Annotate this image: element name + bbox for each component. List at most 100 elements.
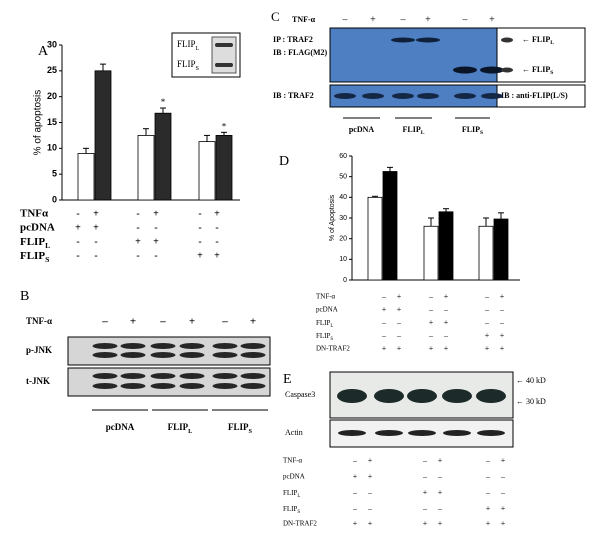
condition-label: TNF-α	[316, 293, 336, 301]
band	[480, 66, 504, 74]
condition-label-text: FLIP	[20, 236, 45, 248]
condition-sign: -	[215, 236, 218, 247]
band	[416, 37, 440, 43]
condition-label: FLIPL	[20, 236, 50, 251]
y-tick-label: 20	[47, 91, 57, 101]
inset-band	[215, 43, 233, 47]
condition-sign: -	[94, 236, 97, 247]
band	[240, 352, 266, 358]
condition-sign: +	[438, 456, 443, 465]
y-tick-label: 25	[47, 65, 57, 75]
condition-label: TNFα	[20, 208, 49, 220]
condition-label-sub: L	[45, 241, 50, 250]
band	[442, 389, 472, 403]
band	[374, 389, 404, 403]
y-tick-label: 60	[339, 153, 347, 160]
band	[179, 373, 205, 379]
condition-sign: +	[153, 208, 159, 219]
band	[150, 383, 176, 389]
condition-sign: –	[437, 504, 443, 513]
treatment-sign: +	[489, 14, 495, 25]
y-tick-label: 10	[47, 143, 57, 153]
condition-sign: –	[352, 456, 358, 465]
band	[338, 430, 366, 436]
condition-label-text: FLIP	[316, 319, 331, 327]
band	[150, 343, 176, 349]
condition-label: FLIPL	[283, 489, 300, 499]
blot-row-label: Caspase3	[285, 390, 315, 399]
group-label-sub: S	[249, 428, 253, 435]
condition-sign: +	[368, 519, 373, 528]
band	[92, 383, 118, 389]
condition-sign: –	[443, 305, 449, 314]
band	[454, 93, 476, 99]
y-tick-label: 50	[339, 174, 347, 181]
band	[501, 37, 513, 43]
treatment-sign: +	[189, 316, 195, 328]
bar	[478, 225, 494, 281]
bar	[382, 171, 398, 281]
condition-sign: –	[381, 331, 387, 340]
condition-sign: +	[368, 472, 373, 481]
bar	[77, 153, 95, 201]
condition-sign: +	[438, 519, 443, 528]
y-tick-label: 30	[339, 215, 347, 222]
condition-sign: +	[93, 208, 99, 219]
group-label-sub: S	[480, 130, 483, 136]
group-label: FLIPS	[228, 422, 253, 435]
panel-letter: A	[38, 44, 49, 59]
treatment-sign: –	[342, 14, 349, 25]
condition-sign: +	[93, 222, 99, 233]
y-tick-label: 0	[343, 277, 347, 284]
panel-letter: E	[283, 372, 292, 387]
condition-label: pcDNA	[316, 306, 338, 314]
condition-sign: –	[381, 318, 387, 327]
band	[120, 352, 146, 358]
condition-sign: +	[485, 344, 490, 353]
band	[92, 373, 118, 379]
condition-label: FLIPS	[20, 250, 49, 265]
y-axis-label: % of apoptosis	[33, 90, 44, 156]
condition-sign: –	[428, 331, 434, 340]
band	[120, 373, 146, 379]
band	[179, 352, 205, 358]
significance-mark: *	[161, 97, 166, 107]
group-label-text: FLIP	[403, 125, 421, 134]
condition-sign: -	[94, 250, 97, 261]
band	[212, 343, 238, 349]
band	[92, 352, 118, 358]
condition-label-text: FLIP	[283, 505, 298, 513]
blot-row-label: p-JNK	[26, 345, 52, 355]
condition-sign: –	[484, 318, 490, 327]
condition-label: FLIPS	[283, 505, 300, 515]
condition-sign: –	[499, 305, 505, 314]
inset-label: FLIPS	[177, 59, 200, 72]
band	[179, 383, 205, 389]
condition-sign: –	[352, 504, 358, 513]
side-band-label-sub: S	[550, 70, 553, 76]
band	[408, 430, 436, 436]
condition-sign: -	[136, 208, 139, 219]
band	[240, 373, 266, 379]
bar	[367, 196, 383, 281]
condition-sign: –	[437, 472, 443, 481]
band	[407, 389, 437, 403]
condition-sign: -	[198, 236, 201, 247]
treatment-sign: +	[425, 14, 431, 25]
blot-row-label: Actin	[285, 428, 303, 437]
condition-sign: –	[367, 504, 373, 513]
condition-sign: +	[438, 488, 443, 497]
condition-sign: +	[214, 250, 220, 261]
inset-label-text: FLIP	[177, 59, 196, 69]
condition-sign: –	[422, 504, 428, 513]
band	[337, 389, 367, 403]
condition-sign: –	[484, 292, 490, 301]
inset-label-sub: S	[196, 65, 200, 72]
y-tick-label: 30	[47, 39, 57, 49]
condition-sign: –	[352, 488, 358, 497]
condition-sign: –	[485, 472, 491, 481]
condition-sign: +	[486, 504, 491, 513]
band	[391, 37, 415, 43]
condition-label: FLIPS	[316, 332, 333, 342]
